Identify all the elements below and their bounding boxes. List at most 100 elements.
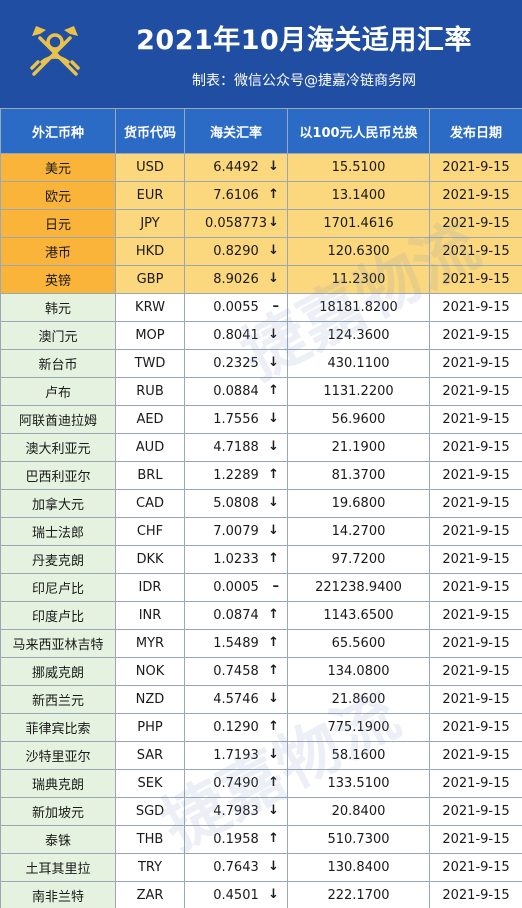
table-row: 丹麦克朗 DKK 1.0233 ↑ 97.7200 2021-9-15 xyxy=(0,545,522,574)
currency-code-cell: SAR xyxy=(115,741,185,770)
per100-cny-cell: 1701.4616 xyxy=(287,209,430,238)
per100-cny-cell: 133.5100 xyxy=(287,769,430,798)
currency-code-cell: HKD xyxy=(115,237,185,266)
release-date-cell: 2021-9-15 xyxy=(429,265,522,294)
currency-code-cell: INR xyxy=(115,601,185,630)
column-header-date: 发布日期 xyxy=(429,108,522,154)
customs-rate-cell: 0.8041 ↓ xyxy=(184,321,288,350)
page-subtitle: 制表：微信公众号@捷嘉冷链商务网 xyxy=(192,73,416,89)
per100-cny-cell: 21.1900 xyxy=(287,433,430,462)
rate-value: 4.7188 xyxy=(213,440,259,455)
currency-name-cell: 阿联酋迪拉姆 xyxy=(0,405,116,434)
table-row: 菲律宾比索 PHP 0.1290 ↑ 775.1900 2021-9-15 xyxy=(0,713,522,742)
column-header-code: 货币代码 xyxy=(115,108,185,154)
release-date-cell: 2021-9-15 xyxy=(429,181,522,210)
currency-code-cell: GBP xyxy=(115,265,185,294)
rate-value: 0.8041 xyxy=(213,328,259,343)
trend-arrow-icon: ↑ xyxy=(268,467,279,482)
table-row: 澳门元 MOP 0.8041 ↓ 124.3600 2021-9-15 xyxy=(0,321,522,350)
currency-name-cell: 卢布 xyxy=(0,377,116,406)
customs-rate-cell: 1.0233 ↑ xyxy=(184,545,288,574)
customs-rate-cell: 0.1958 ↑ xyxy=(184,825,288,854)
customs-rate-cell: 0.0874 ↑ xyxy=(184,601,288,630)
per100-cny-cell: 97.7200 xyxy=(287,545,430,574)
rate-value: 0.1290 xyxy=(213,720,259,735)
table-row: 欧元 EUR 7.6106 ↑ 13.1400 2021-9-15 xyxy=(0,181,522,210)
table-row: 南非兰特 ZAR 0.4501 ↓ 222.1700 2021-9-15 xyxy=(0,881,522,908)
trend-arrow-icon: ↑ xyxy=(268,607,279,622)
trend-arrow-icon: ↑ xyxy=(268,635,279,650)
trend-arrow-icon: ↓ xyxy=(268,523,279,538)
currency-name-cell: 澳门元 xyxy=(0,321,116,350)
customs-rate-cell: 0.0055– xyxy=(184,293,288,322)
customs-rate-cell: 0.0005– xyxy=(184,573,288,602)
rate-value: 4.5746 xyxy=(213,692,259,707)
per100-cny-cell: 65.5600 xyxy=(287,629,430,658)
release-date-cell: 2021-9-15 xyxy=(429,685,522,714)
currency-name-cell: 澳大利亚元 xyxy=(0,433,116,462)
trend-arrow-icon: ↓ xyxy=(268,327,279,342)
table-row: 瑞士法郎 CHF 7.0079 ↓ 14.2700 2021-9-15 xyxy=(0,517,522,546)
currency-code-cell: KRW xyxy=(115,293,185,322)
table-row: 新西兰元 NZD 4.5746 ↓ 21.8600 2021-9-15 xyxy=(0,685,522,714)
customs-rate-cell: 0.8290 ↓ xyxy=(184,237,288,266)
currency-code-cell: IDR xyxy=(115,573,185,602)
currency-code-cell: MYR xyxy=(115,629,185,658)
release-date-cell: 2021-9-15 xyxy=(429,153,522,182)
per100-cny-cell: 124.3600 xyxy=(287,321,430,350)
column-header-rate: 海关汇率 xyxy=(184,108,288,154)
per100-cny-cell: 15.5100 xyxy=(287,153,430,182)
currency-name-cell: 丹麦克朗 xyxy=(0,545,116,574)
trend-arrow-icon: ↑ xyxy=(268,551,279,566)
customs-rate-cell: 6.4492 ↓ xyxy=(184,153,288,182)
per100-cny-cell: 134.0800 xyxy=(287,657,430,686)
table-header-row: 外汇币种 货币代码 海关汇率 以100元人民币兑换 发布日期 xyxy=(0,108,522,154)
currency-name-cell: 韩元 xyxy=(0,293,116,322)
customs-rate-cell: 0.7490 ↑ xyxy=(184,769,288,798)
currency-name-cell: 挪威克朗 xyxy=(0,657,116,686)
table-row: 挪威克朗 NOK 0.7458 ↑ 134.0800 2021-9-15 xyxy=(0,657,522,686)
currency-name-cell: 印尼卢比 xyxy=(0,573,116,602)
currency-code-cell: THB xyxy=(115,825,185,854)
trend-arrow-icon: ↓ xyxy=(268,439,279,454)
currency-name-cell: 印度卢比 xyxy=(0,601,116,630)
currency-code-cell: PHP xyxy=(115,713,185,742)
customs-rate-cell: 1.2289 ↑ xyxy=(184,461,288,490)
rate-value: 0.0055 xyxy=(213,300,259,315)
trend-arrow-icon: ↓ xyxy=(268,495,279,510)
currency-name-cell: 菲律宾比索 xyxy=(0,713,116,742)
per100-cny-cell: 1131.2200 xyxy=(287,377,430,406)
trend-arrow-icon: ↓ xyxy=(268,411,279,426)
rate-value: 8.9026 xyxy=(213,272,259,287)
currency-name-cell: 加拿大元 xyxy=(0,489,116,518)
page-header: 2021年10月海关适用汇率 制表：微信公众号@捷嘉冷链商务网 xyxy=(0,0,522,108)
per100-cny-cell: 20.8400 xyxy=(287,797,430,826)
release-date-cell: 2021-9-15 xyxy=(429,629,522,658)
trend-arrow-icon: ↓ xyxy=(268,859,279,874)
currency-name-cell: 日元 xyxy=(0,209,116,238)
currency-code-cell: TWD xyxy=(115,349,185,378)
release-date-cell: 2021-9-15 xyxy=(429,237,522,266)
per100-cny-cell: 1143.6500 xyxy=(287,601,430,630)
trend-arrow-icon: ↓ xyxy=(268,691,279,706)
currency-code-cell: DKK xyxy=(115,545,185,574)
trend-arrow-icon: ↑ xyxy=(268,775,279,790)
release-date-cell: 2021-9-15 xyxy=(429,321,522,350)
rate-value: 6.4492 xyxy=(213,160,259,175)
trend-arrow-icon: ↑ xyxy=(268,663,279,678)
currency-code-cell: RUB xyxy=(115,377,185,406)
currency-code-cell: AUD xyxy=(115,433,185,462)
per100-cny-cell: 130.8400 xyxy=(287,853,430,882)
rate-value: 5.0808 xyxy=(213,496,259,511)
currency-name-cell: 欧元 xyxy=(0,181,116,210)
per100-cny-cell: 221238.9400 xyxy=(287,573,430,602)
rate-value: 1.7193 xyxy=(213,748,259,763)
customs-rate-cell: 4.7983 ↓ xyxy=(184,797,288,826)
release-date-cell: 2021-9-15 xyxy=(429,377,522,406)
per100-cny-cell: 430.1100 xyxy=(287,349,430,378)
table-row: 港币 HKD 0.8290 ↓ 120.6300 2021-9-15 xyxy=(0,237,522,266)
per100-cny-cell: 19.6800 xyxy=(287,489,430,518)
currency-name-cell: 土耳其里拉 xyxy=(0,853,116,882)
table-row: 日元 JPY 0.058773 ↓ 1701.4616 2021-9-15 xyxy=(0,209,522,238)
per100-cny-cell: 775.1900 xyxy=(287,713,430,742)
